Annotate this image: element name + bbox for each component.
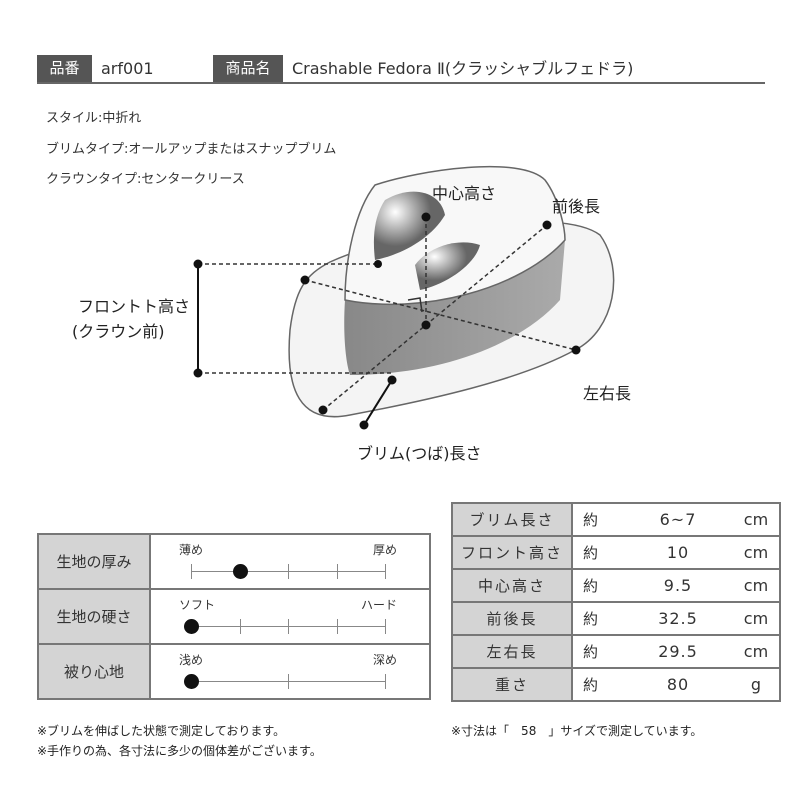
scale-tick — [336, 619, 338, 634]
label-brim: ブリム(つば)長さ — [357, 444, 482, 463]
size-unit: cm — [733, 568, 781, 603]
size-table: ブリム長さ 約 6~7 cm フロント高さ 約 10 cm 中心高さ 約 9.5 c… — [451, 502, 781, 702]
spec-crown-type: クラウンタイプ:センタークリース — [46, 172, 245, 187]
scale-tick — [385, 674, 386, 689]
feel-label: 生地の厚み — [37, 533, 151, 590]
size-label: ブリム長さ — [451, 502, 573, 537]
label-front-height-sub: (クラウン前) — [72, 322, 165, 341]
size-row: 重さ 約 80 g — [451, 667, 781, 702]
scale-low-label: 浅め — [179, 653, 204, 667]
size-unit: cm — [733, 502, 781, 537]
scale-tick — [385, 619, 386, 634]
scale-high-label: 深め — [372, 653, 397, 667]
scale-marker — [184, 674, 199, 689]
size-value: 32.5 — [623, 601, 733, 636]
size-row: 中心高さ 約 9.5 cm — [451, 568, 781, 603]
header-divider — [37, 82, 765, 84]
size-row: 左右長 約 29.5 cm — [451, 634, 781, 669]
feel-table: 生地の厚み 薄め 厚め 生地の硬さ ソフト ハード 被り心地 浅め 深め — [37, 533, 431, 700]
feel-label: 被り心地 — [37, 643, 151, 700]
scale-tick — [385, 564, 386, 579]
size-value: 9.5 — [623, 568, 733, 603]
scale-high-label: ハード — [360, 598, 397, 612]
scale-marker — [232, 564, 248, 579]
feel-row: 生地の厚み 薄め 厚め — [37, 533, 431, 590]
size-approx: 約 — [571, 667, 623, 702]
size-label: フロント高さ — [451, 535, 573, 570]
spec-brim-type: ブリムタイプ:オールアップまたはスナップブリム — [46, 142, 337, 157]
size-unit: g — [733, 667, 781, 702]
scale-low-label: ソフト — [179, 598, 216, 612]
scale-tick — [239, 619, 241, 634]
size-value: 80 — [623, 667, 733, 702]
scale-low-label: 薄め — [179, 543, 204, 557]
size-value: 10 — [623, 535, 733, 570]
feel-label: 生地の硬さ — [37, 588, 151, 645]
size-approx: 約 — [571, 568, 623, 603]
product-code: arf001 — [101, 59, 154, 78]
label-left-right: 左右長 — [583, 384, 632, 403]
size-value: 29.5 — [623, 634, 733, 669]
size-row: ブリム長さ 約 6~7 cm — [451, 502, 781, 537]
spec-style: スタイル:中折れ — [46, 111, 142, 126]
scale-high-label: 厚め — [372, 543, 397, 557]
scale-tick — [288, 564, 289, 579]
size-approx: 約 — [571, 634, 623, 669]
size-label: 中心高さ — [451, 568, 573, 603]
hat-band — [344, 240, 565, 375]
size-approx: 約 — [571, 601, 623, 636]
scale-axis — [184, 619, 386, 634]
label-center-height: 中心高さ — [432, 184, 497, 203]
product-name: Crashable Fedora Ⅱ(クラッシャブルフェドラ) — [292, 59, 634, 78]
label-front-back: 前後長 — [552, 197, 601, 216]
size-value: 6~7 — [623, 502, 733, 537]
size-label: 重さ — [451, 667, 573, 702]
size-approx: 約 — [571, 502, 623, 537]
scale-axis — [184, 674, 386, 689]
scale-axis — [191, 564, 386, 579]
size-unit: cm — [733, 634, 781, 669]
feel-row: 生地の硬さ ソフト ハード — [37, 588, 431, 645]
feel-row: 被り心地 浅め 深め — [37, 643, 431, 700]
size-unit: cm — [733, 601, 781, 636]
size-row: フロント高さ 約 10 cm — [451, 535, 781, 570]
note-size: ※寸法は「 58 」サイズで測定しています。 — [451, 724, 703, 738]
size-label: 左右長 — [451, 634, 573, 669]
note-brim: ※ブリムを伸ばした状態で測定しております。 — [37, 724, 286, 738]
scale-tick — [288, 674, 289, 689]
size-unit: cm — [733, 535, 781, 570]
note-handmade: ※手作りの為、各寸法に多少の個体差がございます。 — [37, 744, 322, 758]
scale-tick — [288, 619, 289, 634]
scale-tick — [191, 564, 192, 579]
name-label: 商品名 — [213, 55, 283, 82]
label-front-height: フロントト高さ — [78, 297, 191, 316]
size-approx: 約 — [571, 535, 623, 570]
code-label: 品番 — [37, 55, 92, 82]
size-label: 前後長 — [451, 601, 573, 636]
size-row: 前後長 約 32.5 cm — [451, 601, 781, 636]
scale-marker — [184, 619, 199, 634]
scale-tick — [336, 564, 338, 579]
hat-diagram — [193, 165, 615, 430]
